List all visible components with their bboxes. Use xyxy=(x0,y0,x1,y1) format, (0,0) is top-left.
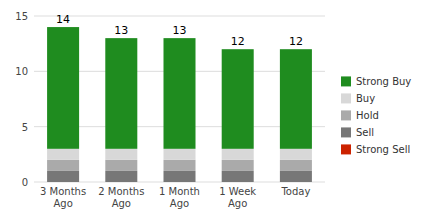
total-label: 13 xyxy=(114,24,128,37)
bar-segment xyxy=(163,171,195,182)
chart: 05101514131312123 MonthsAgo2 MonthsAgo1 … xyxy=(0,0,440,220)
bar-segment xyxy=(47,27,79,149)
bar-segment xyxy=(105,171,137,182)
x-tick-label: 2 MonthsAgo xyxy=(98,186,144,209)
x-tick-label: 1 MonthAgo xyxy=(159,186,200,209)
grid xyxy=(34,16,325,182)
bar-segment xyxy=(47,160,79,171)
x-tick-line: Today xyxy=(280,186,310,197)
x-tick-label: Today xyxy=(280,186,310,197)
x-tick-line: 1 Month xyxy=(159,186,200,197)
y-tick-label: 15 xyxy=(15,11,28,22)
legend-label: Sell xyxy=(356,127,374,138)
x-tick-line: Ago xyxy=(170,198,189,209)
bar-segment xyxy=(222,160,254,171)
bar-segment xyxy=(105,160,137,171)
legend-swatch xyxy=(341,76,351,86)
bar-segment xyxy=(280,171,312,182)
legend-label: Strong Buy xyxy=(356,76,411,87)
total-label: 14 xyxy=(56,13,70,26)
bar-segment xyxy=(280,49,312,149)
bar-segment xyxy=(47,149,79,160)
bar-segment xyxy=(47,171,79,182)
bar-segment xyxy=(163,38,195,149)
legend: Strong Buy Buy Hold Sell Strong Sell xyxy=(341,76,411,155)
y-tick-label: 10 xyxy=(15,66,28,77)
x-tick-label: 3 MonthsAgo xyxy=(40,186,86,209)
bar-segment xyxy=(222,149,254,160)
legend-label: Hold xyxy=(356,110,379,121)
bar-segment xyxy=(105,38,137,149)
y-tick-label: 0 xyxy=(22,177,28,188)
grid-line xyxy=(34,16,325,17)
legend-label: Strong Sell xyxy=(356,144,410,155)
total-label: 12 xyxy=(289,35,303,48)
legend-swatch xyxy=(341,127,351,137)
bar-segment xyxy=(163,149,195,160)
total-label: 13 xyxy=(173,24,187,37)
x-tick-line: Ago xyxy=(112,198,131,209)
bar-segment xyxy=(222,171,254,182)
bar-segment xyxy=(280,160,312,171)
total-label: 12 xyxy=(231,35,245,48)
bars xyxy=(47,27,312,182)
x-tick-line: Ago xyxy=(53,198,72,209)
legend-swatch xyxy=(341,144,351,154)
x-tick-line: 3 Months xyxy=(40,186,86,197)
y-tick-label: 5 xyxy=(22,122,28,133)
x-tick-line: 1 Week xyxy=(219,186,256,197)
bar-segment xyxy=(163,160,195,171)
bar-segment xyxy=(105,149,137,160)
legend-label: Buy xyxy=(356,93,375,104)
bar-segment xyxy=(280,149,312,160)
bar-segment xyxy=(222,49,254,149)
x-tick-label: 1 WeekAgo xyxy=(219,186,256,209)
x-tick-line: 2 Months xyxy=(98,186,144,197)
legend-swatch xyxy=(341,93,351,103)
x-tick-line: Ago xyxy=(228,198,247,209)
legend-swatch xyxy=(341,110,351,120)
